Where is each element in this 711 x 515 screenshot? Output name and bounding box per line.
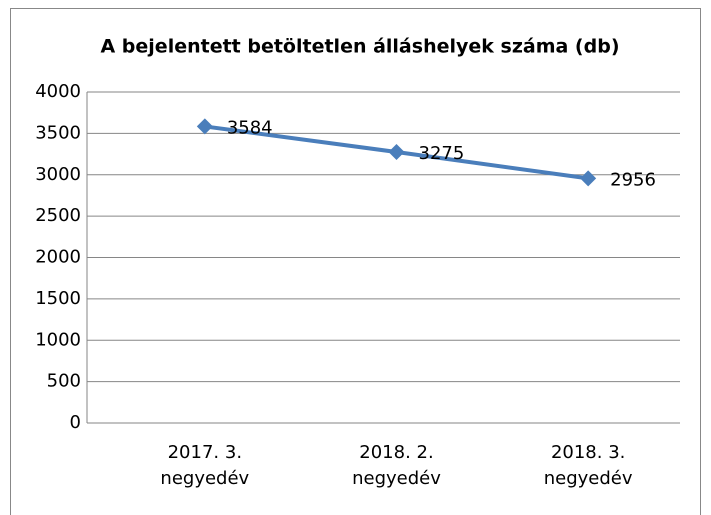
data-label: 3584 [227, 117, 273, 138]
y-tick-label: 3000 [35, 164, 81, 185]
y-tick-label: 500 [47, 371, 81, 392]
marker [580, 170, 597, 187]
data-label: 2956 [610, 169, 656, 190]
y-tick-label: 3500 [35, 122, 81, 143]
x-tick-label: 2018. 3. negyedév [543, 442, 633, 489]
x-tick-label: 2017. 3. negyedév [160, 442, 250, 489]
y-tick-label: 2500 [35, 205, 81, 226]
marker [196, 118, 213, 135]
x-tick-label: 2018. 2. negyedév [352, 442, 441, 489]
chart-frame [10, 8, 701, 515]
data-label: 3275 [419, 143, 465, 164]
y-tick-label: 4000 [35, 81, 81, 102]
y-tick-label: 1000 [35, 329, 81, 350]
marker [388, 143, 405, 160]
y-tick-label: 1500 [35, 288, 81, 309]
y-tick-label: 0 [70, 412, 81, 433]
y-tick-label: 2000 [35, 247, 81, 268]
chart-title: A bejelentett betöltetlen álláshelyek sz… [100, 36, 619, 58]
